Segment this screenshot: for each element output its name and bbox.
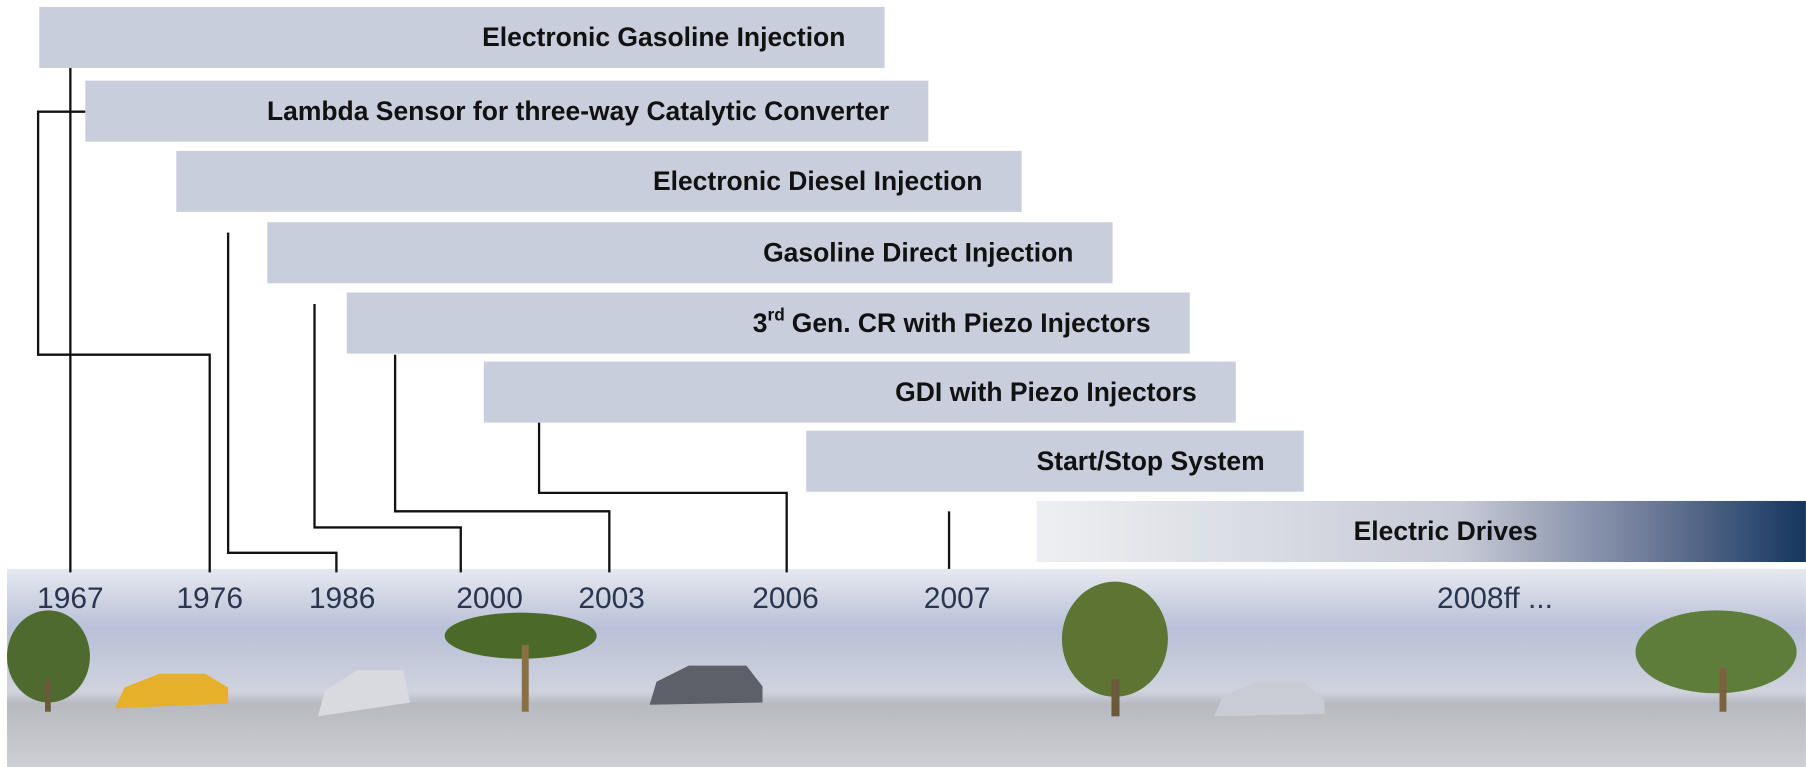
milestone-label: Electric Drives [1354, 516, 1538, 546]
year-label: 2003 [578, 582, 645, 615]
superscript: rd [768, 304, 785, 324]
year-label: 1986 [309, 582, 376, 615]
milestone-label: GDI with Piezo Injectors [895, 377, 1197, 407]
label-part: Gen. CR with Piezo Injectors [792, 308, 1151, 338]
milestone-label: Gasoline Direct Injection [763, 238, 1073, 268]
milestone-label: Electronic Diesel Injection [653, 166, 983, 196]
timeline: Electronic Gasoline Injection Lambda Sens… [0, 0, 1806, 767]
year-label: 1976 [176, 582, 243, 615]
year-label: 1967 [37, 582, 104, 615]
milestone-label: Lambda Sensor for three-way Catalytic Co… [267, 96, 889, 126]
milestone-label: Electronic Gasoline Injection [482, 22, 845, 52]
year-label: 2008ff ... [1437, 582, 1553, 615]
milestone-label: Start/Stop System [1037, 446, 1265, 476]
year-label: 2007 [924, 582, 991, 615]
label-part: 3 [753, 308, 768, 338]
milestone-label: 3rd Gen. CR with Piezo Injectors [753, 304, 1151, 338]
year-label: 2006 [752, 582, 819, 615]
year-label: 2000 [456, 582, 523, 615]
